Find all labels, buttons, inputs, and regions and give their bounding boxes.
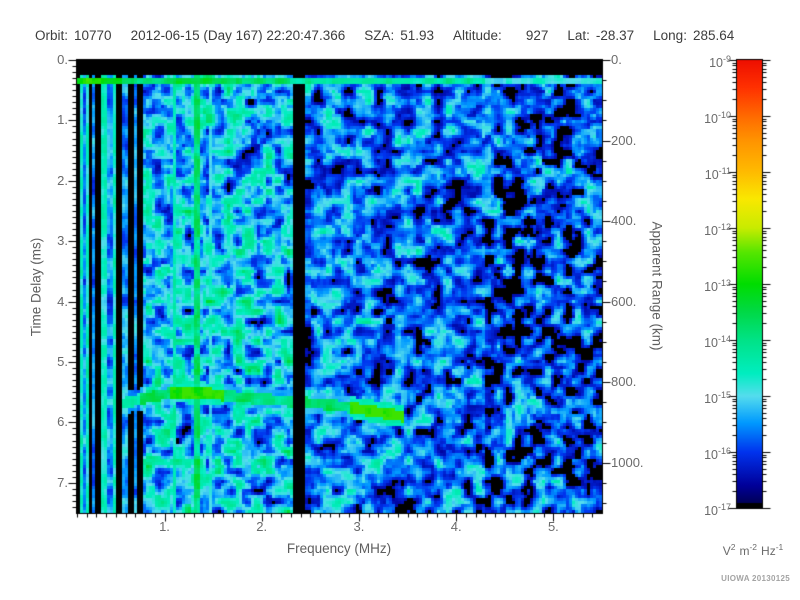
lat-field: Lat: -28.37 bbox=[567, 28, 634, 43]
colorbar-tick-label: 10-17 bbox=[704, 502, 731, 519]
y-axis-tick-labels-item: 7. bbox=[57, 474, 68, 490]
orbit-field: Orbit: 10770 bbox=[35, 28, 112, 43]
y-axis-tick-labels-item: 6. bbox=[57, 414, 68, 430]
sza-label: SZA: bbox=[364, 28, 395, 43]
y-axis-tick-labels-item: 4. bbox=[57, 293, 68, 309]
long-value: 285.64 bbox=[692, 28, 735, 43]
unit-part: V2 bbox=[722, 542, 736, 558]
lat-value: -28.37 bbox=[595, 28, 635, 43]
sza-value: 51.93 bbox=[400, 28, 435, 43]
y2-axis-tick-labels-item: 400. bbox=[611, 213, 637, 229]
y-axis-title: Time Delay (ms) bbox=[28, 237, 44, 337]
x-axis-tick-labels-item: 3. bbox=[353, 519, 365, 534]
y2-axis-tick-labels-item: 0. bbox=[611, 52, 622, 67]
x-axis-tick-labels-item: 5. bbox=[547, 519, 559, 534]
colorbar-tick-label: 10-14 bbox=[704, 334, 731, 351]
colorbar-tick-label: 10-10 bbox=[704, 110, 731, 127]
colorbar-tick-label: 10-16 bbox=[704, 446, 731, 463]
y2-axis-tick-labels-item: 1000. bbox=[611, 454, 644, 470]
header-info: Orbit: 10770 2012-06-15 (Day 167) 22:20:… bbox=[35, 28, 780, 43]
orbit-value: 10770 bbox=[74, 28, 112, 43]
lat-label: Lat: bbox=[567, 28, 590, 43]
altitude-label: Altitude: bbox=[453, 28, 502, 43]
colorbar-tick-label: 10-13 bbox=[704, 278, 731, 295]
x-axis-tick-labels-item: 4. bbox=[450, 519, 462, 534]
long-field: Long: 285.64 bbox=[653, 28, 734, 43]
y2-axis-tick-labels-item: 800. bbox=[611, 374, 637, 390]
y2-axis-tick-labels-item: 200. bbox=[611, 132, 637, 148]
unit-part: Hz-1 bbox=[761, 542, 784, 558]
y2-axis-title: Apparent Range (km) bbox=[649, 221, 665, 351]
colorbar-tick-label: 10-9 bbox=[709, 54, 731, 71]
unit-part: m-2 bbox=[739, 542, 758, 558]
datetime-value: 2012-06-15 (Day 167) 22:20:47.366 bbox=[130, 28, 346, 43]
colorbar-tick-label: 10-12 bbox=[704, 222, 731, 239]
sza-field: SZA: 51.93 bbox=[364, 28, 434, 43]
altitude-value: 927 bbox=[525, 28, 549, 43]
credit-text: UIOWA 20130125 bbox=[721, 574, 790, 583]
x-axis-tick-labels-item: 1. bbox=[159, 519, 170, 534]
y-axis-tick-labels-item: 1. bbox=[57, 112, 68, 128]
y-axis-tick-labels-item: 0. bbox=[57, 52, 68, 67]
long-label: Long: bbox=[653, 28, 687, 43]
x-axis-tick-labels-item: 2. bbox=[256, 519, 268, 534]
y-axis-tick-labels-item: 2. bbox=[57, 172, 68, 188]
colorbar-tick-label: 10-15 bbox=[704, 390, 731, 407]
y-axis-tick-labels-item: 5. bbox=[57, 354, 68, 369]
colorbar-units: V2 m-2 Hz-1 bbox=[700, 542, 800, 558]
x-axis-title: Frequency (MHz) bbox=[286, 541, 392, 556]
colorbar-tick-label: 10-11 bbox=[704, 166, 731, 183]
y-axis-tick-labels-item: 3. bbox=[57, 233, 68, 249]
y2-axis-tick-labels-item: 600. bbox=[611, 293, 637, 309]
altitude-field: Altitude: 927 bbox=[453, 28, 548, 43]
orbit-label: Orbit: bbox=[35, 28, 69, 43]
